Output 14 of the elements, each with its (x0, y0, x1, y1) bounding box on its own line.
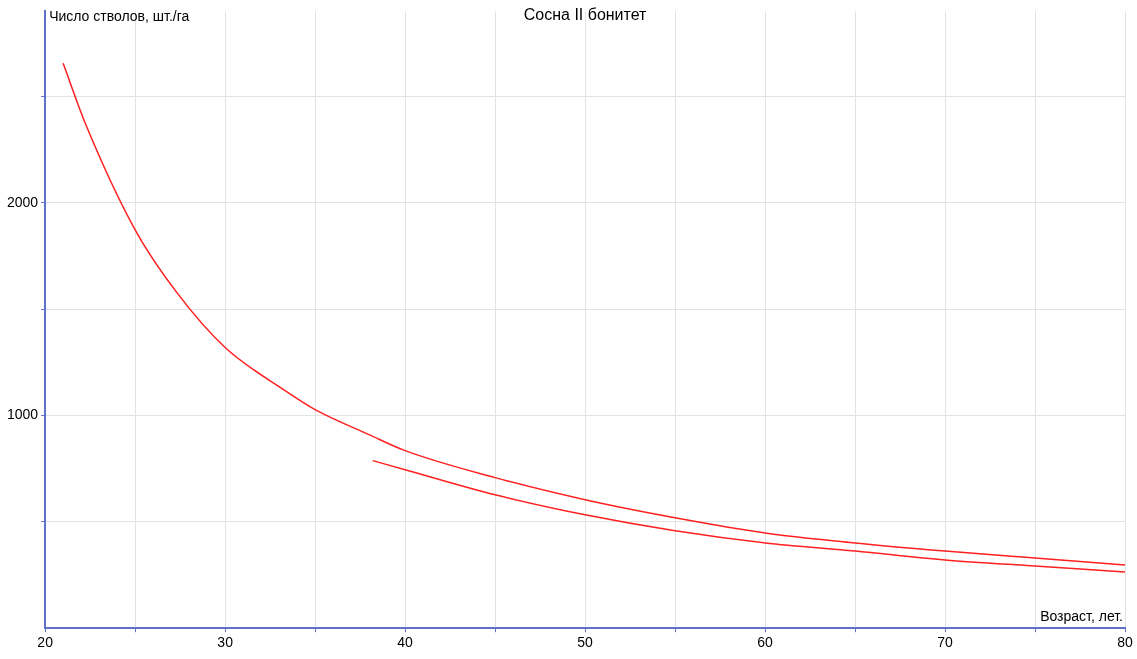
chart-title: Сосна II бонитет (523, 6, 648, 24)
x-tick-label: 30 (217, 634, 234, 651)
y-tick-label: 1000 (6, 406, 39, 423)
line-series (371, 459, 1125, 573)
x-tick-label: 40 (397, 634, 414, 651)
line-series (62, 62, 1125, 566)
x-tick-label: 20 (37, 634, 54, 651)
y-tick-label: 2000 (6, 193, 39, 210)
x-tick-label: 70 (937, 634, 954, 651)
y-axis-title: Число стволов, шт./га (49, 7, 190, 24)
x-tick-label: 50 (577, 634, 594, 651)
x-axis-title: Возраст, лет. (1040, 608, 1123, 625)
x-tick-label: 60 (757, 634, 774, 651)
x-tick-label: 80 (1117, 634, 1133, 651)
